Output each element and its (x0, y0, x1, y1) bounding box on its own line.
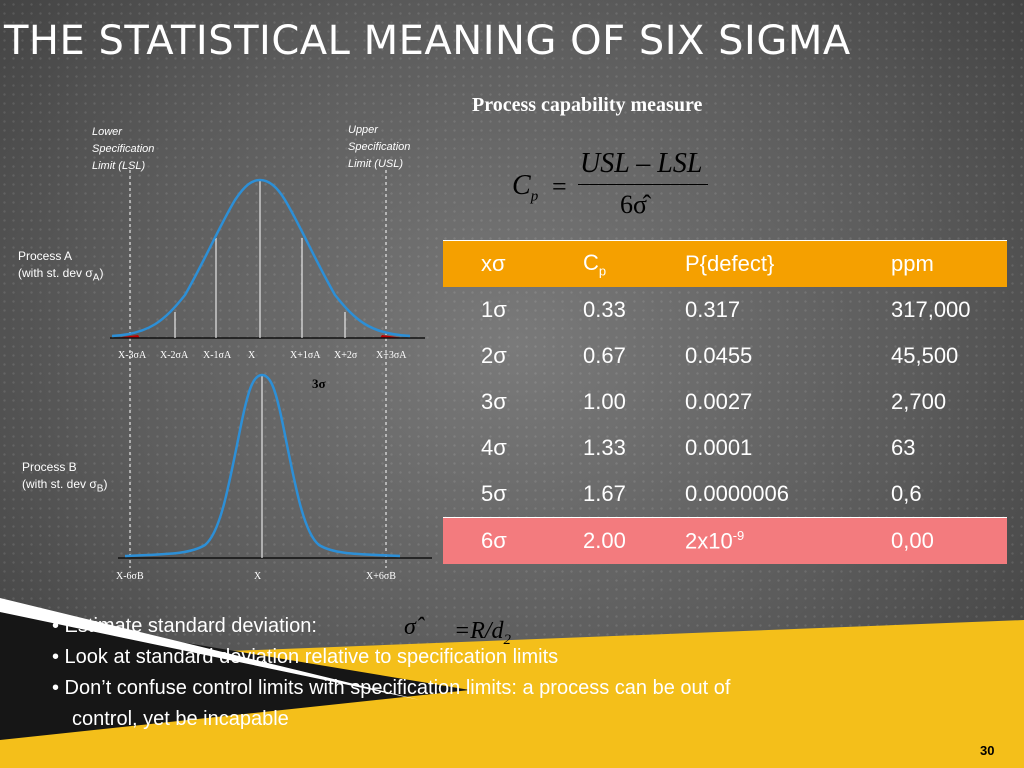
cell-cp: 1.00 (583, 389, 626, 414)
table-row: 2σ 0.67 0.0455 45,500 (443, 333, 1007, 379)
axis-a-label-6: X+2σ (334, 350, 358, 361)
axis-a-label-3: X-1σA (203, 350, 232, 361)
black-stripe (0, 612, 470, 740)
header-pdefect: P{defect} (647, 240, 853, 287)
cell-pdefect: 0.0027 (685, 389, 753, 414)
cell-cp: 0.67 (583, 343, 626, 368)
cell-xsigma: 6σ (443, 517, 545, 564)
bullet-3-continued: control, yet be incapable (72, 708, 289, 730)
axis-b-label-3: X+6σB (366, 571, 396, 582)
cell-cp: 1.33 (583, 435, 626, 460)
slide-title: THE STATISTICAL MEANING OF SIX SIGMA (4, 18, 851, 64)
process-a-label: Process A (with st. dev σA) (18, 249, 104, 284)
cell-ppm: 63 (891, 435, 916, 460)
cell-xsigma: 3σ (481, 389, 507, 414)
cell-cp: 2.00 (545, 517, 647, 564)
cp-symbol: Cp (512, 170, 539, 205)
axis-a-label-7: X+3σA (376, 350, 407, 361)
table-row: 4σ 1.33 0.0001 63 (443, 425, 1007, 471)
cell-ppm: 45,500 (891, 343, 959, 368)
cell-ppm: 0,6 (891, 481, 922, 506)
axis-a-label-4: X (248, 350, 256, 361)
usl-note: Upper Specification Limit (USL) (348, 124, 411, 170)
header-cp: Cp (545, 240, 647, 287)
formula-numerator: USL – LSL (580, 148, 703, 179)
process-b-label: Process B (with st. dev σB) (22, 460, 108, 495)
cell-pdefect: 0.0000006 (685, 481, 789, 506)
cell-pdefect: 0.0001 (685, 435, 753, 460)
cell-ppm: 317,000 (891, 297, 971, 322)
r-over-d2: =R/d2 (454, 618, 512, 648)
cell-xsigma: 4σ (481, 435, 507, 460)
fraction-bar (578, 184, 708, 185)
cell-ppm: 2,700 (891, 389, 947, 414)
bullet-list: • Estimate standard deviation: • Look at… (52, 611, 730, 735)
axis-a-label-2: X-2σA (160, 350, 189, 361)
cp-formula: Cp = USL – LSL 6σ̂ (508, 148, 718, 220)
cell-xsigma: 5σ (481, 481, 507, 506)
table-row: 3σ 1.00 0.0027 2,700 (443, 379, 1007, 425)
cell-pdefect: 0.0455 (685, 343, 753, 368)
bullet-2: • Look at standard deviation relative to… (52, 646, 559, 668)
header-xsigma: xσ (443, 240, 545, 287)
equals-sign: = (552, 172, 567, 201)
table-row: 1σ 0.33 0.317 317,000 (443, 287, 1007, 333)
bullet-1: • Estimate standard deviation: (52, 615, 317, 637)
cell-xsigma: 2σ (481, 343, 507, 368)
axis-a-label-5: X+1σA (290, 350, 321, 361)
curve-a (111, 178, 411, 338)
cell-pdefect: 2x10-9 (647, 517, 853, 564)
bullet-3: • Don’t confuse control limits with spec… (52, 677, 731, 699)
axis-b-label-1: X-6σB (116, 571, 144, 582)
cell-cp: 1.67 (583, 481, 626, 506)
curve-b (124, 373, 401, 558)
axis-b-label-2: X (254, 571, 262, 582)
white-stripe (0, 598, 420, 700)
axis-a-label-1: X-3σA (118, 350, 147, 361)
formula-denominator: 6σ̂ (620, 190, 648, 219)
header-ppm: ppm (853, 240, 1007, 287)
page-number: 30 (980, 743, 995, 758)
table-row-highlight: 6σ 2.00 2x10-9 0,00 (443, 517, 1007, 564)
table-header-row: xσ Cp P{defect} ppm (443, 240, 1007, 287)
three-sigma-label: 3σ (312, 376, 326, 391)
cell-ppm: 0,00 (853, 517, 1007, 564)
slide-subtitle: Process capability measure (472, 94, 703, 116)
table-row: 5σ 1.67 0.0000006 0,6 (443, 471, 1007, 518)
lsl-note: Lower Specification Limit (LSL) (92, 126, 155, 172)
capability-table: xσ Cp P{defect} ppm 1σ 0.33 0.317 317,00… (443, 240, 1007, 564)
cell-xsigma: 1σ (481, 297, 507, 322)
cell-cp: 0.33 (583, 297, 626, 322)
cell-pdefect: 0.317 (685, 297, 741, 322)
sigma-hat: σ̂ (404, 614, 416, 640)
